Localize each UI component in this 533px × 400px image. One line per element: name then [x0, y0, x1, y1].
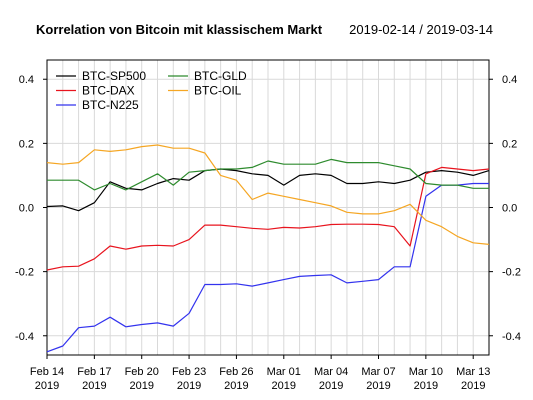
x-tick-label: Feb 23 — [172, 366, 206, 378]
y-tick-label-left: 0.0 — [19, 203, 34, 215]
legend-label-btc-oil: BTC-OIL — [194, 84, 242, 98]
y-tick-label-right: 0.4 — [502, 74, 517, 86]
x-tick-label: Mar 07 — [361, 366, 395, 378]
y-tick-label-left: 0.4 — [19, 74, 34, 86]
series-line-btc-gld — [47, 158, 489, 191]
x-tick-label: Feb 14 — [30, 366, 64, 378]
x-tick-label: Mar 01 — [267, 366, 301, 378]
x-tick-label-year: 2019 — [35, 380, 59, 392]
x-tick-label-year: 2019 — [461, 380, 485, 392]
axes: -0.4 -0.4 -0.2 -0.2 0.0 0.0 0.2 0.2 0.4 0.4 Feb 14… — [15, 74, 521, 392]
y-tick-label-right: -0.4 — [502, 331, 521, 343]
x-tick-label: Mar 04 — [314, 366, 348, 378]
legend-label-btc-n225: BTC-N225 — [82, 98, 139, 112]
x-tick-label: Feb 20 — [125, 366, 159, 378]
chart-subtitle: 2019-02-14 / 2019-03-14 — [349, 22, 493, 37]
y-tick-label-right: -0.2 — [502, 267, 521, 279]
x-tick-label: Mar 10 — [409, 366, 443, 378]
legend-label-btc-gld: BTC-GLD — [194, 69, 247, 83]
legend-label-btc-dax: BTC-DAX — [82, 84, 135, 98]
x-tick-label-year: 2019 — [224, 380, 248, 392]
y-tick-label-left: -0.2 — [15, 267, 34, 279]
y-tick-label-right: 0.0 — [502, 203, 517, 215]
series-line-btc-dax — [46, 166, 490, 271]
legend-label-btc-sp500: BTC-SP500 — [82, 69, 146, 83]
x-tick-label-year: 2019 — [177, 380, 201, 392]
x-tick-label: Feb 17 — [77, 366, 111, 378]
x-tick-label-year: 2019 — [414, 380, 438, 392]
x-tick-label-year: 2019 — [129, 380, 153, 392]
x-tick-label: Mar 13 — [456, 366, 490, 378]
x-tick-label-year: 2019 — [272, 380, 296, 392]
series-lines — [46, 144, 490, 353]
x-tick-label-year: 2019 — [82, 380, 106, 392]
y-tick-label-left: -0.4 — [15, 331, 34, 343]
y-tick-label-right: 0.2 — [502, 138, 517, 150]
series-line-btc-n225 — [46, 182, 489, 353]
x-tick-label-year: 2019 — [319, 380, 343, 392]
grid — [46, 60, 490, 355]
x-tick-label: Feb 26 — [219, 366, 253, 378]
x-tick-label-year: 2019 — [366, 380, 390, 392]
series-line-btc-oil — [46, 144, 490, 245]
y-tick-label-left: 0.2 — [19, 138, 34, 150]
series-line-btc-sp500 — [46, 168, 490, 212]
chart-title: Korrelation von Bitcoin mit klassischem … — [36, 22, 323, 37]
